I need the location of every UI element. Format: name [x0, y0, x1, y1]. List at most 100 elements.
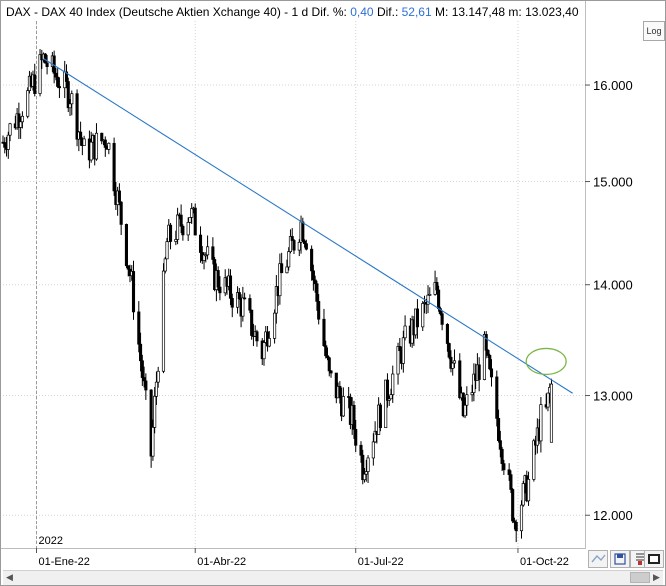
candle-body [94, 132, 99, 160]
candle-body [186, 221, 190, 236]
candle-body [452, 360, 457, 364]
candle-body [287, 251, 291, 268]
candle-body [324, 345, 328, 357]
candle-body [387, 398, 391, 401]
diff-pct-label: Dif. %: [311, 5, 347, 19]
candle-body [285, 266, 289, 274]
candle-body [273, 312, 277, 339]
candle-body [303, 240, 307, 245]
candle-body [6, 134, 10, 150]
candle-body [292, 240, 296, 251]
candle-body [280, 263, 284, 274]
candle-body [140, 360, 144, 378]
candle-body [274, 286, 278, 314]
candle-body [549, 383, 554, 443]
candle-body [3, 142, 7, 148]
price-chart: 01-Ene-22 01-Abr-22 01-Jul-22 01-Oct-22 2022… [1, 21, 633, 568]
candle-body [262, 342, 266, 360]
log-scale-button[interactable]: Log [643, 21, 665, 41]
candle-body [206, 246, 210, 256]
candle-body [458, 360, 462, 399]
candle-body [181, 225, 185, 236]
plot-area-border [1, 1, 586, 549]
candle-body [495, 376, 499, 419]
candle-body [243, 297, 247, 300]
candle-body [255, 331, 259, 342]
candle-body [514, 521, 518, 532]
candle-body [124, 224, 129, 267]
candle-body [66, 81, 70, 109]
horizontal-scrollbar[interactable]: ◀ ▶ [3, 570, 663, 585]
diff-value: 52,61 [401, 5, 432, 19]
candle-body [354, 429, 358, 446]
candle-body [362, 473, 367, 481]
candle-body [64, 71, 69, 82]
candle-body [151, 426, 155, 457]
candle-body [359, 444, 363, 456]
candle-body [463, 404, 467, 417]
candle-body [17, 113, 21, 128]
candle-body [322, 318, 326, 347]
candle-body [103, 139, 107, 148]
candle-body [361, 454, 365, 481]
candle-body [484, 334, 488, 351]
y-tick-label: 16.000 [593, 78, 633, 93]
candle-body [19, 121, 23, 128]
candle-body [371, 441, 375, 459]
close-chart-icon[interactable] [644, 550, 664, 568]
candle-body [325, 355, 330, 359]
candle-body [511, 489, 515, 522]
candle-body [267, 338, 271, 347]
candle-body [144, 380, 148, 391]
candle-body [163, 258, 167, 272]
candle-body [384, 379, 388, 429]
candle-body [176, 214, 180, 240]
y-tick-label: 14.000 [593, 278, 633, 293]
candle-body [100, 132, 104, 142]
x-tick-label: 01-Ene-22 [39, 556, 90, 568]
candle-body [137, 311, 141, 345]
candle-body [391, 373, 395, 395]
scroll-right-icon[interactable]: ▶ [653, 572, 660, 582]
candle-body [539, 404, 543, 442]
candle-body [112, 142, 116, 192]
candle-body [126, 265, 130, 270]
candle-body [139, 343, 143, 362]
zoom-icon[interactable] [588, 550, 608, 568]
candle-body [250, 309, 254, 336]
candle-body [366, 457, 370, 472]
candle-body [236, 292, 240, 308]
min-value: 13.023,40 [525, 5, 579, 19]
candle-body [426, 294, 430, 305]
candle-body [334, 372, 338, 399]
save-icon[interactable] [610, 550, 630, 568]
y-tick-label: 13.000 [593, 389, 633, 404]
candle-body [179, 214, 183, 227]
candle-body [445, 324, 449, 344]
candle-body [461, 392, 465, 417]
candle-body [204, 254, 208, 257]
candle-body [131, 271, 136, 313]
candle-body [512, 520, 516, 523]
candle-body [119, 201, 123, 225]
candle-body [8, 123, 12, 136]
candle-body [327, 357, 331, 372]
scroll-left-icon[interactable]: ◀ [6, 572, 13, 582]
candle-body [451, 362, 455, 369]
candle-body [216, 270, 220, 288]
candle-body [174, 239, 178, 242]
candle-body [329, 370, 333, 374]
diff-pct-value: 0,40 [350, 5, 374, 19]
candle-body [79, 131, 83, 140]
scroll-thumb[interactable] [630, 572, 650, 583]
candle-body [502, 463, 506, 471]
candle-body [165, 241, 169, 260]
candle-body [188, 216, 192, 223]
candle-body [373, 430, 377, 443]
candle-body [297, 241, 301, 251]
candle-body [154, 381, 158, 397]
x-tick-label: 01-Oct-22 [520, 556, 569, 568]
candle-body [20, 115, 24, 123]
candle-body [89, 141, 93, 161]
candle-body [82, 138, 86, 146]
